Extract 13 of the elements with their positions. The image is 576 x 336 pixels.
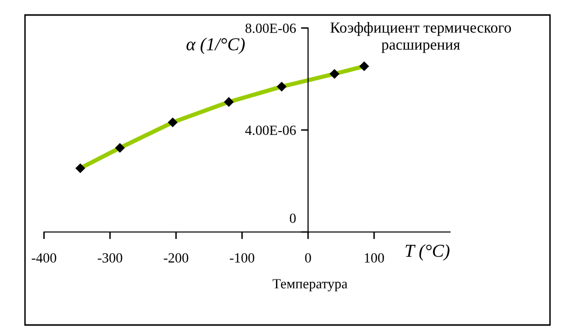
x-tick-label: -400 <box>32 253 56 263</box>
x-tick-label: 0 <box>305 253 312 263</box>
y-axis-title: α (1/°C) <box>186 38 245 54</box>
x-axis-title: T (°C) <box>406 244 450 261</box>
y-tick-label: 0 <box>290 214 296 223</box>
x-tick-label: -200 <box>164 253 188 263</box>
x-tick-label: -100 <box>230 253 254 263</box>
x-tick-label: -300 <box>98 253 122 263</box>
chart-title: Коэффициент термического расширения <box>330 22 511 53</box>
x-tick-label: 100 <box>364 253 384 263</box>
y-tick-label: 8.00E-06 <box>245 24 296 34</box>
y-tick-label: 4.00E-06 <box>245 126 296 136</box>
text: Температура <box>272 279 348 292</box>
